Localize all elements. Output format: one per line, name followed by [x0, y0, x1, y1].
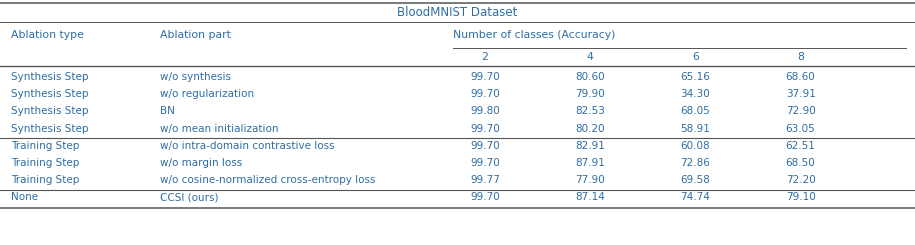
Text: 99.70: 99.70: [470, 158, 500, 168]
Text: Training Step: Training Step: [11, 175, 80, 185]
Text: None: None: [11, 192, 38, 202]
Text: Ablation part: Ablation part: [160, 30, 231, 40]
Text: 72.20: 72.20: [786, 175, 815, 185]
Text: 99.77: 99.77: [470, 175, 500, 185]
Text: 99.70: 99.70: [470, 89, 500, 99]
Text: 60.08: 60.08: [681, 141, 710, 151]
Text: 74.74: 74.74: [681, 192, 710, 202]
Text: 80.60: 80.60: [576, 72, 605, 82]
Text: w/o synthesis: w/o synthesis: [160, 72, 231, 82]
Text: 99.70: 99.70: [470, 192, 500, 202]
Text: 79.10: 79.10: [786, 192, 815, 202]
Text: 80.20: 80.20: [576, 123, 605, 134]
Text: 77.90: 77.90: [576, 175, 605, 185]
Text: Training Step: Training Step: [11, 158, 80, 168]
Text: 99.80: 99.80: [470, 106, 500, 116]
Text: w/o regularization: w/o regularization: [160, 89, 254, 99]
Text: 6: 6: [692, 52, 699, 62]
Text: w/o cosine-normalized cross-entropy loss: w/o cosine-normalized cross-entropy loss: [160, 175, 376, 185]
Text: w/o intra-domain contrastive loss: w/o intra-domain contrastive loss: [160, 141, 335, 151]
Text: 99.70: 99.70: [470, 72, 500, 82]
Text: 58.91: 58.91: [681, 123, 710, 134]
Text: 69.58: 69.58: [681, 175, 710, 185]
Text: 72.86: 72.86: [681, 158, 710, 168]
Text: Number of classes (Accuracy): Number of classes (Accuracy): [453, 30, 615, 40]
Text: w/o margin loss: w/o margin loss: [160, 158, 242, 168]
Text: 8: 8: [797, 52, 804, 62]
Text: 65.16: 65.16: [681, 72, 710, 82]
Text: 34.30: 34.30: [681, 89, 710, 99]
Text: Training Step: Training Step: [11, 141, 80, 151]
Text: 72.90: 72.90: [786, 106, 815, 116]
Text: 68.05: 68.05: [681, 106, 710, 116]
Text: 4: 4: [587, 52, 594, 62]
Text: Synthesis Step: Synthesis Step: [11, 106, 89, 116]
Text: Ablation type: Ablation type: [11, 30, 84, 40]
Text: Synthesis Step: Synthesis Step: [11, 72, 89, 82]
Text: w/o mean initialization: w/o mean initialization: [160, 123, 279, 134]
Text: 63.05: 63.05: [786, 123, 815, 134]
Text: 79.90: 79.90: [576, 89, 605, 99]
Text: 82.53: 82.53: [576, 106, 605, 116]
Text: 99.70: 99.70: [470, 123, 500, 134]
Text: 37.91: 37.91: [786, 89, 815, 99]
Text: 99.70: 99.70: [470, 141, 500, 151]
Text: 62.51: 62.51: [786, 141, 815, 151]
Text: 87.91: 87.91: [576, 158, 605, 168]
Text: 68.60: 68.60: [786, 72, 815, 82]
Text: 2: 2: [481, 52, 489, 62]
Text: BloodMNIST Dataset: BloodMNIST Dataset: [397, 5, 518, 19]
Text: BN: BN: [160, 106, 175, 116]
Text: Synthesis Step: Synthesis Step: [11, 123, 89, 134]
Text: 87.14: 87.14: [576, 192, 605, 202]
Text: Synthesis Step: Synthesis Step: [11, 89, 89, 99]
Text: 82.91: 82.91: [576, 141, 605, 151]
Text: CCSI (ours): CCSI (ours): [160, 192, 219, 202]
Text: 68.50: 68.50: [786, 158, 815, 168]
